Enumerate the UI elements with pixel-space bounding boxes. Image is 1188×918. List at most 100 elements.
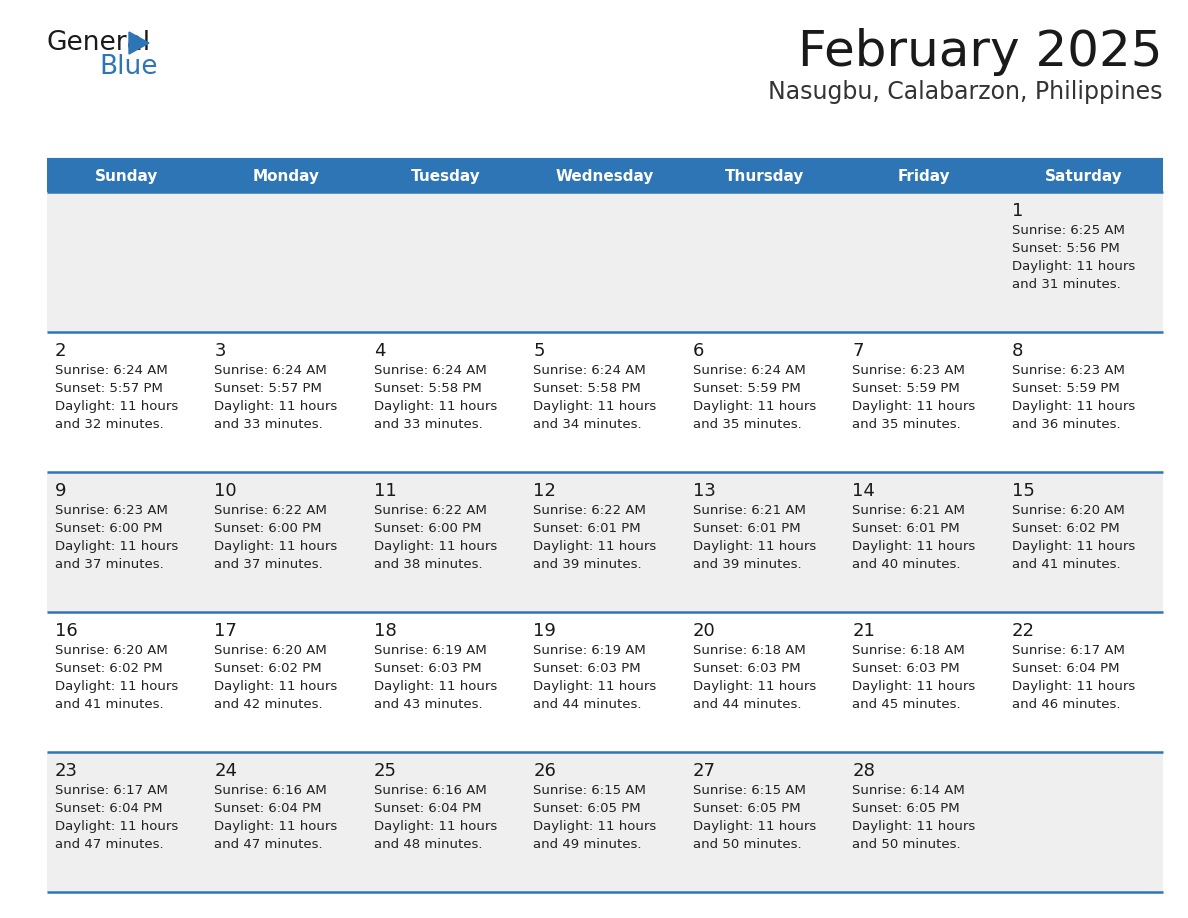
Text: Wednesday: Wednesday [556,169,655,184]
Text: General: General [48,30,151,56]
Text: Sunrise: 6:16 AM: Sunrise: 6:16 AM [374,784,487,797]
Text: and 38 minutes.: and 38 minutes. [374,558,482,571]
Text: and 37 minutes.: and 37 minutes. [214,558,323,571]
Text: Sunset: 6:03 PM: Sunset: 6:03 PM [374,662,481,675]
Text: and 35 minutes.: and 35 minutes. [852,418,961,431]
Text: 17: 17 [214,622,238,640]
Text: Sunrise: 6:17 AM: Sunrise: 6:17 AM [55,784,168,797]
Text: and 31 minutes.: and 31 minutes. [1011,278,1120,291]
Text: Sunrise: 6:15 AM: Sunrise: 6:15 AM [533,784,646,797]
Text: and 46 minutes.: and 46 minutes. [1011,698,1120,711]
Text: Daylight: 11 hours: Daylight: 11 hours [55,680,178,693]
Text: Sunset: 6:03 PM: Sunset: 6:03 PM [533,662,640,675]
Text: Sunrise: 6:20 AM: Sunrise: 6:20 AM [214,644,327,657]
Text: Sunset: 6:03 PM: Sunset: 6:03 PM [693,662,801,675]
Text: Sunset: 5:57 PM: Sunset: 5:57 PM [214,382,322,395]
Polygon shape [129,32,148,54]
Bar [48,192,1163,332]
Text: Daylight: 11 hours: Daylight: 11 hours [55,820,178,833]
Text: Sunset: 6:01 PM: Sunset: 6:01 PM [533,522,640,535]
Text: Sunrise: 6:24 AM: Sunrise: 6:24 AM [214,364,327,377]
Text: Sunrise: 6:25 AM: Sunrise: 6:25 AM [1011,224,1125,237]
Text: Sunrise: 6:14 AM: Sunrise: 6:14 AM [852,784,965,797]
Text: Daylight: 11 hours: Daylight: 11 hours [693,540,816,553]
Text: 7: 7 [852,342,864,360]
Text: and 48 minutes.: and 48 minutes. [374,838,482,851]
Text: and 33 minutes.: and 33 minutes. [214,418,323,431]
Text: Sunset: 6:05 PM: Sunset: 6:05 PM [852,802,960,815]
Text: February 2025: February 2025 [798,28,1163,76]
Text: Sunrise: 6:23 AM: Sunrise: 6:23 AM [55,504,168,517]
Text: Sunset: 5:59 PM: Sunset: 5:59 PM [852,382,960,395]
Text: Sunset: 5:59 PM: Sunset: 5:59 PM [693,382,801,395]
Text: Sunrise: 6:19 AM: Sunrise: 6:19 AM [533,644,646,657]
Text: Sunrise: 6:24 AM: Sunrise: 6:24 AM [55,364,168,377]
Text: Sunset: 6:00 PM: Sunset: 6:00 PM [55,522,163,535]
Text: 3: 3 [214,342,226,360]
Text: Sunday: Sunday [95,169,158,184]
Text: Daylight: 11 hours: Daylight: 11 hours [214,820,337,833]
Text: 6: 6 [693,342,704,360]
Text: Daylight: 11 hours: Daylight: 11 hours [55,540,178,553]
Bar [48,612,1163,752]
Text: and 35 minutes.: and 35 minutes. [693,418,802,431]
Text: 14: 14 [852,482,876,500]
Text: Daylight: 11 hours: Daylight: 11 hours [55,400,178,413]
Text: Thursday: Thursday [725,169,804,184]
Text: 22: 22 [1011,622,1035,640]
Text: Sunrise: 6:22 AM: Sunrise: 6:22 AM [533,504,646,517]
Text: Sunset: 5:58 PM: Sunset: 5:58 PM [533,382,642,395]
Text: Tuesday: Tuesday [411,169,480,184]
Text: 25: 25 [374,762,397,780]
Text: and 50 minutes.: and 50 minutes. [693,838,802,851]
Text: 18: 18 [374,622,397,640]
Text: 24: 24 [214,762,238,780]
Text: 8: 8 [1011,342,1023,360]
Text: Daylight: 11 hours: Daylight: 11 hours [693,680,816,693]
Text: and 44 minutes.: and 44 minutes. [533,698,642,711]
Text: Daylight: 11 hours: Daylight: 11 hours [533,680,657,693]
Text: 11: 11 [374,482,397,500]
Text: Sunrise: 6:23 AM: Sunrise: 6:23 AM [852,364,965,377]
Text: 4: 4 [374,342,385,360]
Text: 13: 13 [693,482,715,500]
Text: and 39 minutes.: and 39 minutes. [693,558,802,571]
Text: Sunrise: 6:21 AM: Sunrise: 6:21 AM [852,504,965,517]
Text: Daylight: 11 hours: Daylight: 11 hours [533,820,657,833]
Text: Sunset: 6:05 PM: Sunset: 6:05 PM [693,802,801,815]
Text: Daylight: 11 hours: Daylight: 11 hours [1011,400,1135,413]
Text: 16: 16 [55,622,77,640]
Text: 2: 2 [55,342,67,360]
Text: and 44 minutes.: and 44 minutes. [693,698,801,711]
Text: Sunset: 6:01 PM: Sunset: 6:01 PM [852,522,960,535]
Text: Sunset: 6:02 PM: Sunset: 6:02 PM [214,662,322,675]
Text: 20: 20 [693,622,715,640]
Text: Daylight: 11 hours: Daylight: 11 hours [533,400,657,413]
Text: and 49 minutes.: and 49 minutes. [533,838,642,851]
Text: and 34 minutes.: and 34 minutes. [533,418,642,431]
Text: Sunset: 6:04 PM: Sunset: 6:04 PM [1011,662,1119,675]
Text: 26: 26 [533,762,556,780]
Text: Sunrise: 6:24 AM: Sunrise: 6:24 AM [533,364,646,377]
Text: Saturday: Saturday [1044,169,1123,184]
Text: Daylight: 11 hours: Daylight: 11 hours [693,400,816,413]
Text: and 50 minutes.: and 50 minutes. [852,838,961,851]
Text: Sunrise: 6:21 AM: Sunrise: 6:21 AM [693,504,805,517]
Text: Sunset: 5:56 PM: Sunset: 5:56 PM [1011,242,1119,255]
Text: 23: 23 [55,762,78,780]
Text: Friday: Friday [898,169,950,184]
Text: Sunrise: 6:23 AM: Sunrise: 6:23 AM [1011,364,1125,377]
Text: Sunrise: 6:18 AM: Sunrise: 6:18 AM [693,644,805,657]
Text: and 36 minutes.: and 36 minutes. [1011,418,1120,431]
Text: Monday: Monday [253,169,320,184]
Text: Sunrise: 6:24 AM: Sunrise: 6:24 AM [374,364,487,377]
Text: Daylight: 11 hours: Daylight: 11 hours [374,400,497,413]
Text: Daylight: 11 hours: Daylight: 11 hours [852,400,975,413]
Text: and 39 minutes.: and 39 minutes. [533,558,642,571]
Text: 15: 15 [1011,482,1035,500]
Text: Daylight: 11 hours: Daylight: 11 hours [214,400,337,413]
Text: 5: 5 [533,342,545,360]
Text: Sunset: 6:04 PM: Sunset: 6:04 PM [374,802,481,815]
Text: and 42 minutes.: and 42 minutes. [214,698,323,711]
Text: Daylight: 11 hours: Daylight: 11 hours [1011,540,1135,553]
